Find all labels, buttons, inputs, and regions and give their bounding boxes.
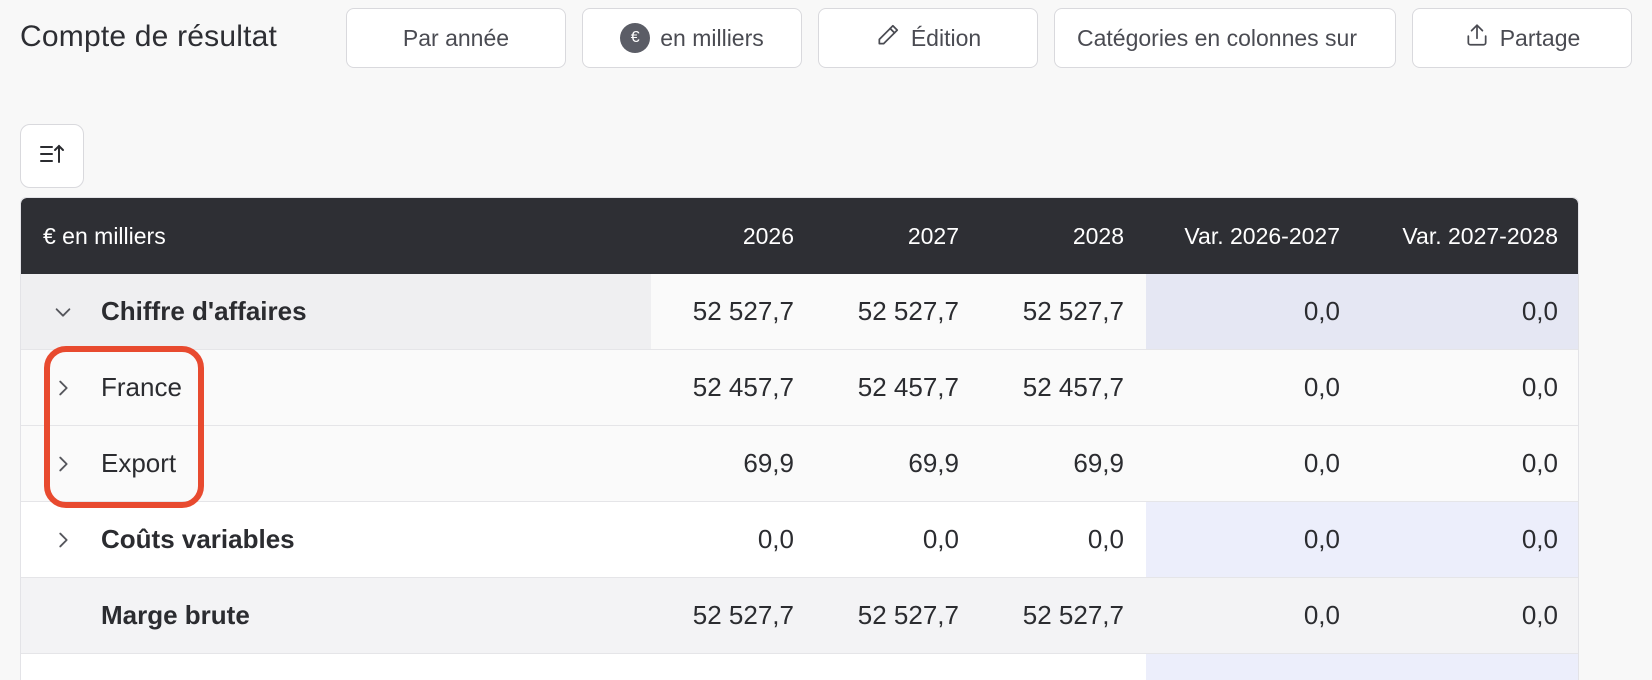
pencil-icon	[875, 22, 901, 54]
row-label-cell	[21, 654, 651, 680]
chevron-right-icon[interactable]	[43, 444, 83, 484]
cell-2026	[651, 654, 816, 680]
categories-columns-button[interactable]: Catégories en colonnes sur	[1054, 8, 1396, 68]
table-row-couts-variables[interactable]: Coûts variables 0,0 0,0 0,0 0,0 0,0	[21, 502, 1578, 578]
edit-button[interactable]: Édition	[818, 8, 1038, 68]
cell-2026: 52 457,7	[692, 372, 794, 402]
cell-2026: 69,9	[743, 448, 794, 478]
unit-button-label: en milliers	[660, 24, 764, 51]
table-header: € en milliers 2026 2027 2028 Var. 2026-2…	[21, 198, 1578, 274]
header-2028[interactable]: 2028	[1072, 222, 1124, 249]
chevron-right-icon[interactable]	[43, 368, 83, 408]
cell-2027	[816, 654, 981, 680]
cell-2027: 69,9	[908, 448, 959, 478]
cell-var-2027-2028: 0,0	[1362, 350, 1578, 425]
edit-button-label: Édition	[910, 24, 982, 51]
row-label-cell: France	[21, 350, 651, 425]
header-2026[interactable]: 2026	[742, 222, 794, 249]
cell-var-2027-2028: 0,0	[1362, 426, 1578, 501]
income-statement-table: € en milliers 2026 2027 2028 Var. 2026-2…	[20, 197, 1579, 680]
period-button-label: Par année	[402, 24, 510, 51]
cell-var-2026-2027: 0,0	[1146, 426, 1362, 501]
row-label: France	[101, 372, 182, 402]
cell-var-2027-2028	[1362, 654, 1578, 680]
header-2027[interactable]: 2027	[907, 222, 959, 249]
share-icon	[1464, 22, 1490, 54]
cell-2028	[981, 654, 1146, 680]
row-label: Export	[101, 448, 177, 478]
header-var-2026-2027[interactable]: Var. 2026-2027	[1184, 222, 1340, 249]
cell-var-2026-2027: 0,0	[1146, 578, 1362, 653]
cell-2027: 52 527,7	[857, 296, 959, 326]
table-row-export[interactable]: Export 69,9 69,9 69,9 0,0 0,0	[21, 426, 1578, 502]
cell-var-2027-2028: 0,0	[1362, 502, 1578, 577]
share-button-label: Partage	[1499, 24, 1581, 51]
row-label-cell: Coûts variables	[21, 502, 651, 577]
table-row-france[interactable]: France 52 457,7 52 457,7 52 457,7 0,0 0,…	[21, 350, 1578, 426]
cell-var-2027-2028: 0,0	[1362, 274, 1578, 349]
table-row-partial	[21, 654, 1578, 680]
cell-var-2027-2028: 0,0	[1362, 578, 1578, 653]
cell-2028: 69,9	[1073, 448, 1124, 478]
categories-button-label: Catégories en colonnes sur	[1077, 24, 1357, 51]
header-var-2027-2028[interactable]: Var. 2027-2028	[1402, 222, 1558, 249]
cell-2026: 0,0	[757, 524, 794, 554]
euro-icon: €	[620, 23, 651, 53]
cell-var-2026-2027: 0,0	[1146, 350, 1362, 425]
row-label: Coûts variables	[101, 524, 295, 554]
row-label: Chiffre d'affaires	[101, 296, 307, 326]
cell-2026: 52 527,7	[692, 296, 794, 326]
share-button[interactable]: Partage	[1412, 8, 1632, 68]
cell-var-2026-2027	[1146, 654, 1362, 680]
header-unit: € en milliers	[43, 222, 166, 249]
row-label: Marge brute	[101, 600, 250, 630]
chevron-down-icon[interactable]	[43, 292, 83, 332]
row-label-cell: Chiffre d'affaires	[21, 274, 651, 349]
period-button[interactable]: Par année	[346, 8, 566, 68]
table-row-marge-brute[interactable]: Marge brute 52 527,7 52 527,7 52 527,7 0…	[21, 578, 1578, 654]
sort-button[interactable]	[20, 124, 84, 188]
page-title: Compte de résultat	[20, 20, 278, 53]
cell-2028: 0,0	[1087, 524, 1124, 554]
cell-var-2026-2027: 0,0	[1146, 274, 1362, 349]
chevron-right-icon[interactable]	[43, 520, 83, 560]
row-label-cell: Export	[21, 426, 651, 501]
row-label-cell: Marge brute	[21, 578, 651, 653]
table-row-chiffre-affaires[interactable]: Chiffre d'affaires 52 527,7 52 527,7 52 …	[21, 274, 1578, 350]
cell-2027: 52 527,7	[857, 600, 959, 630]
cell-2027: 52 457,7	[857, 372, 959, 402]
sort-icon	[38, 142, 66, 171]
cell-2027: 0,0	[922, 524, 959, 554]
cell-2028: 52 457,7	[1022, 372, 1124, 402]
cell-2026: 52 527,7	[692, 600, 794, 630]
unit-button[interactable]: € en milliers	[582, 8, 802, 68]
cell-2028: 52 527,7	[1022, 296, 1124, 326]
cell-var-2026-2027: 0,0	[1146, 502, 1362, 577]
cell-2028: 52 527,7	[1022, 600, 1124, 630]
